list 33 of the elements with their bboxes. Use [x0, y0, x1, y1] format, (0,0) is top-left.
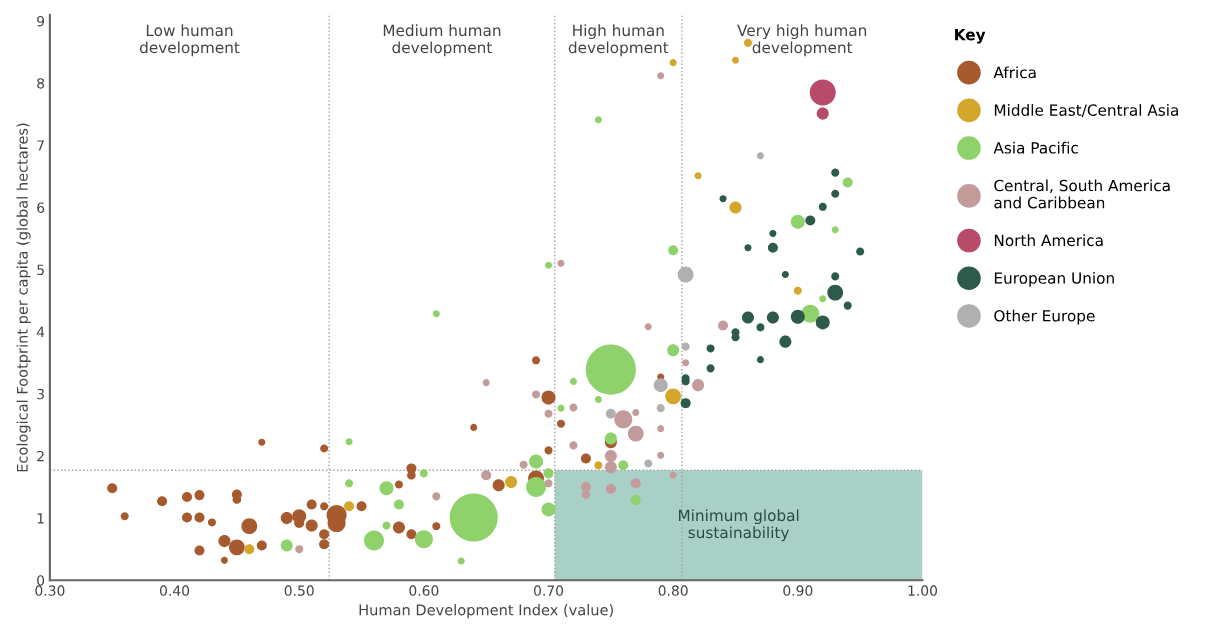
- annotation: High human development: [568, 24, 669, 57]
- y-tick-label: 6: [37, 202, 45, 213]
- band-label: Minimum global sustainability: [678, 509, 799, 542]
- x-tick-label: 1.00: [908, 585, 938, 596]
- y-axis-title: Ecological Footprint per capita (global hectares): [16, 123, 31, 472]
- x-tick-label: 0.80: [658, 585, 688, 596]
- y-tick-label: 2: [37, 450, 44, 462]
- legend-label: Asia Pacific: [993, 141, 1078, 154]
- y-tick-label: 5: [37, 264, 44, 276]
- legend-label: Central, South America and Caribbean: [994, 179, 1170, 209]
- legend-label: Other Europe: [994, 309, 1095, 325]
- y-tick-label: 8: [37, 78, 45, 89]
- legend-title: Key: [955, 29, 986, 44]
- x-tick-label: 0.30: [35, 585, 65, 596]
- y-tick-label: 3: [37, 388, 44, 400]
- y-tick-label: 7: [37, 140, 44, 151]
- x-tick-label: 0.70: [533, 585, 564, 596]
- legend-label: Middle East/Central Asia: [994, 104, 1178, 118]
- x-axis-title: Human Development Index (value): [359, 604, 613, 619]
- legend-label: Africa: [993, 66, 1036, 79]
- annotation: Medium human development: [383, 24, 501, 57]
- x-tick-label: 0.40: [160, 585, 190, 596]
- legend-label: North America: [994, 234, 1103, 247]
- x-tick-label: 0.50: [284, 585, 314, 596]
- legend-label: European Union: [994, 272, 1114, 287]
- x-tick-label: 0.90: [783, 585, 813, 596]
- annotation: Very high human development: [737, 24, 867, 57]
- y-tick-label: 1: [37, 513, 44, 524]
- annotation: Low human development: [139, 24, 240, 57]
- y-tick-label: 4: [36, 326, 45, 337]
- y-tick-label: 9: [37, 15, 45, 27]
- y-tick-label: 0: [37, 575, 45, 586]
- x-tick-label: 0.60: [409, 585, 439, 596]
